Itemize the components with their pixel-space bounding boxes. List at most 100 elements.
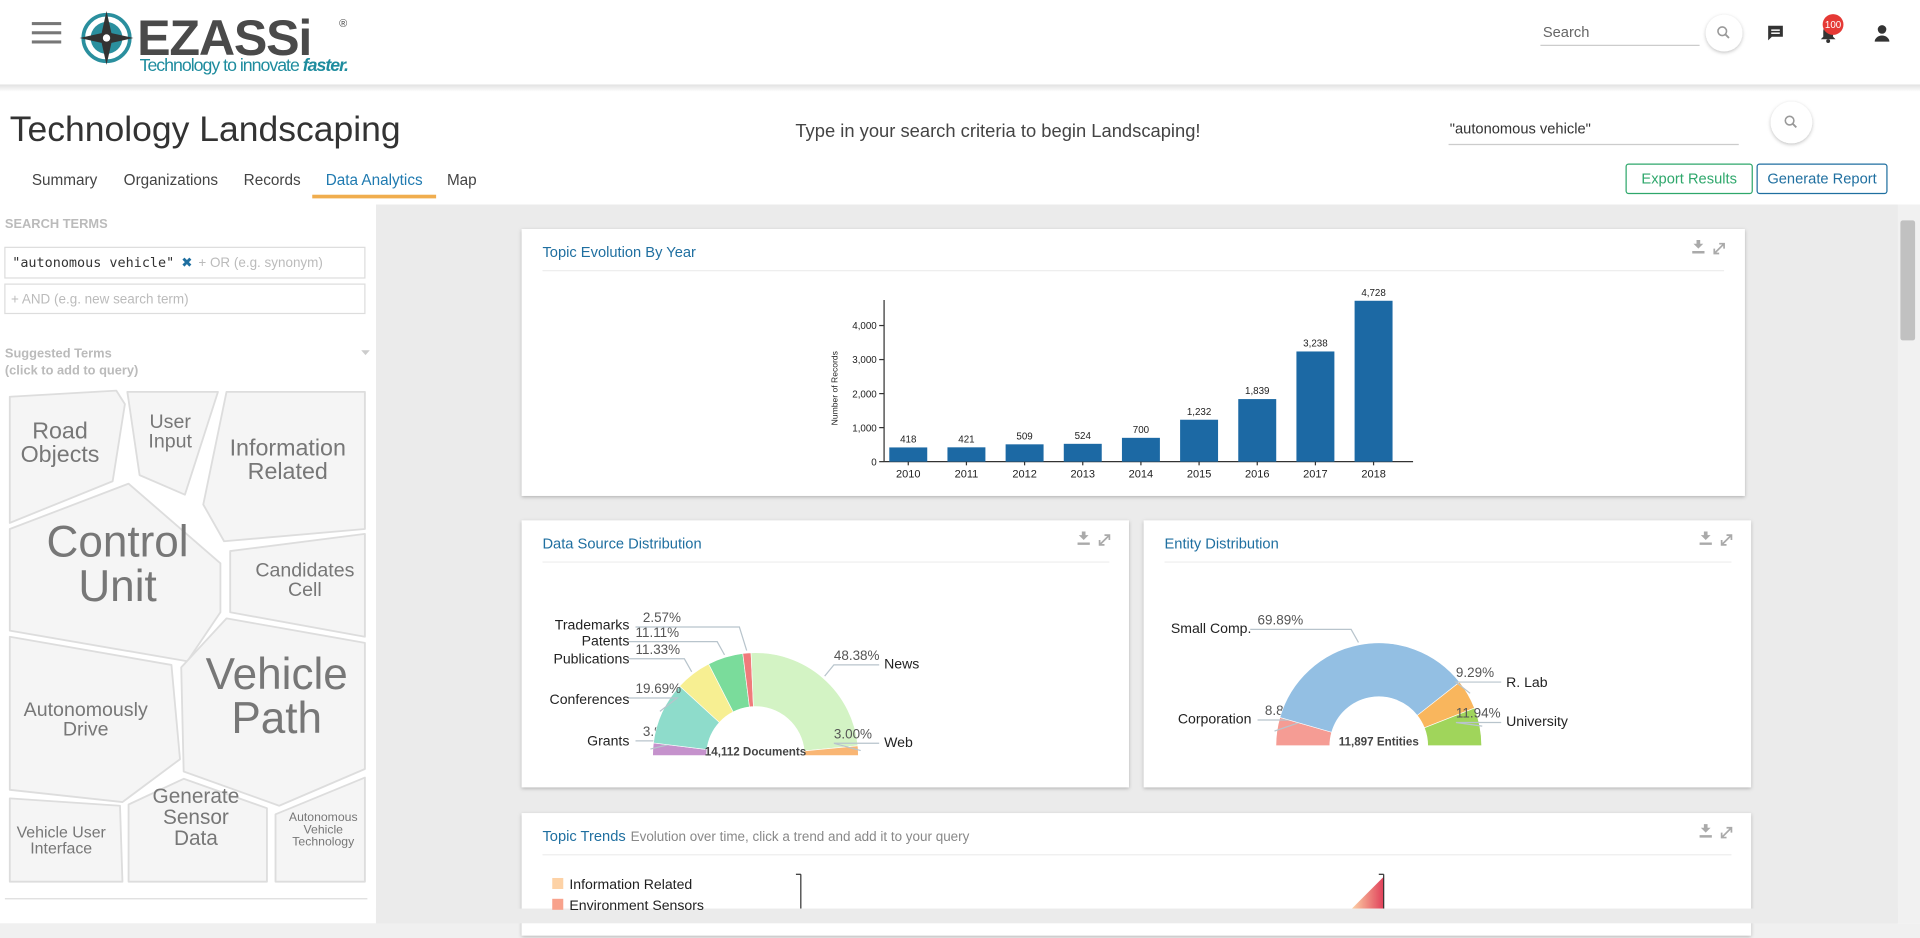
expand-icon[interactable] <box>1713 242 1725 255</box>
slice-value-label: 11.11% <box>636 625 680 640</box>
leader-line <box>1455 721 1502 727</box>
term-text[interactable]: Sensor <box>163 806 229 829</box>
term-text[interactable]: Related <box>248 458 328 484</box>
download-icon[interactable] <box>1699 531 1712 545</box>
y-tick-label: 4,000 <box>852 321 877 332</box>
registered-mark: ® <box>339 18 347 30</box>
slice-name-label: R. Lab <box>1506 674 1548 690</box>
panel-entity: Entity Distribution <box>1143 520 1752 788</box>
term-text[interactable]: Cell <box>288 579 322 601</box>
leader-line <box>824 664 880 677</box>
panel-tools <box>1077 240 1733 839</box>
tab[interactable]: Organizations <box>124 172 219 189</box>
leader-line <box>628 697 679 712</box>
x-tick-label: 2015 <box>1187 469 1212 481</box>
header-search-button[interactable] <box>1705 14 1743 52</box>
tab[interactable]: Summary <box>32 172 98 189</box>
term-text[interactable]: Objects <box>21 441 100 467</box>
scrollbar-thumb[interactable] <box>1900 220 1916 341</box>
scrollbar[interactable] <box>1897 204 1920 924</box>
chat-icon[interactable] <box>1768 25 1783 41</box>
slice-name-label: University <box>1506 713 1569 729</box>
legend-label[interactable]: Environment Sensors <box>569 897 704 913</box>
tabs: Summary Organizations Records Data Analytic… <box>32 172 477 199</box>
legend-label[interactable]: Information Related <box>569 876 692 892</box>
term-text[interactable]: Unit <box>78 562 156 611</box>
term-text[interactable]: Drive <box>63 718 109 740</box>
download-icon[interactable] <box>1692 240 1705 254</box>
term-cell[interactable] <box>8 635 181 803</box>
term-cell[interactable] <box>180 617 366 807</box>
collapse-toggle[interactable] <box>361 350 370 356</box>
charts: 0 1,000 2,000 3,000 4,000 Number of Records 41… <box>550 288 1569 913</box>
term-text[interactable]: Vehicle User <box>17 825 107 842</box>
query-input[interactable]: "autonomous vehicle" <box>1450 121 1591 137</box>
menu-button[interactable] <box>31 22 62 44</box>
term-cell[interactable] <box>8 797 124 883</box>
page-title: Technology Landscaping <box>10 109 401 149</box>
x-tick-label: 2011 <box>955 469 979 481</box>
term-text[interactable]: Data <box>174 827 218 850</box>
term-text[interactable]: Interface <box>30 841 92 858</box>
term-text[interactable]: Path <box>231 694 322 743</box>
header-shadow <box>0 84 1920 92</box>
x-tick-label: 2017 <box>1303 469 1328 481</box>
suggested-title: Suggested Terms <box>5 346 112 361</box>
tab[interactable]: Map <box>447 172 477 189</box>
tab[interactable]: Data Analytics <box>326 172 423 189</box>
export-label: Export Results <box>1641 172 1737 188</box>
remove-term[interactable]: ✖ <box>181 255 192 270</box>
term-cell[interactable] <box>229 532 366 638</box>
panel-title: Entity Distribution <box>1164 537 1278 553</box>
term-text[interactable]: User <box>150 411 192 433</box>
term-cell[interactable] <box>8 482 222 663</box>
term-text[interactable]: Autonomous <box>289 810 358 824</box>
term-text[interactable]: Generate <box>153 785 240 808</box>
logo[interactable]: EZASSi ® Technology to innovate faster. <box>79 10 349 75</box>
and-input[interactable] <box>4 283 366 315</box>
bar-label: 421 <box>958 434 974 445</box>
search-prompt: Type in your search criteria to begin La… <box>795 120 1200 141</box>
download-icon[interactable] <box>1699 824 1712 838</box>
term-text[interactable]: Candidates <box>255 559 354 581</box>
term-cell[interactable] <box>126 390 219 496</box>
report-button[interactable]: Generate Report <box>1756 163 1888 195</box>
term-text[interactable]: Road <box>32 418 88 444</box>
term-text[interactable]: Vehicle <box>304 822 344 836</box>
x-tick-label: 2013 <box>1070 469 1095 481</box>
y-tick-label: 0 <box>871 457 877 468</box>
legend-swatch <box>552 877 564 889</box>
slice-value-label: 11.94% <box>1456 706 1501 721</box>
term-text[interactable]: Autonomously <box>24 699 148 721</box>
pie-slice[interactable] <box>1279 642 1461 733</box>
term-cell[interactable] <box>8 389 126 524</box>
download-icon[interactable] <box>1077 531 1090 545</box>
pie-slice[interactable] <box>750 652 859 752</box>
pie-slice[interactable] <box>1423 707 1482 747</box>
pie-slice[interactable] <box>803 745 859 756</box>
x-tick-label: 2012 <box>1012 469 1037 481</box>
leader-line <box>635 626 748 651</box>
y-tick-label: 2,000 <box>852 389 877 400</box>
term-text[interactable]: Technology <box>292 835 355 849</box>
term-text[interactable]: Vehicle <box>206 650 348 699</box>
leader-line <box>1250 628 1360 643</box>
user-icon[interactable] <box>1874 25 1890 42</box>
pie-center-label: 14,112 Documents <box>705 746 806 759</box>
tab[interactable]: Records <box>244 172 301 189</box>
term-cell[interactable] <box>274 776 366 883</box>
term-text[interactable]: Control <box>47 518 189 567</box>
query-search-button[interactable] <box>1770 101 1813 144</box>
expand-icon[interactable] <box>1098 534 1111 546</box>
term-cell[interactable] <box>202 390 366 543</box>
header-search-placeholder[interactable]: Search <box>1543 25 1590 41</box>
notifications-icon[interactable]: 100 <box>1820 14 1844 43</box>
term-text[interactable]: Input <box>148 431 192 453</box>
export-button[interactable]: Export Results <box>1625 163 1753 195</box>
term-cell[interactable] <box>127 777 268 883</box>
expand-icon[interactable] <box>1720 826 1733 839</box>
panel-clip <box>375 908 1898 924</box>
term-text[interactable]: Information <box>230 435 346 461</box>
or-input[interactable] <box>4 246 366 279</box>
expand-icon[interactable] <box>1720 534 1733 546</box>
